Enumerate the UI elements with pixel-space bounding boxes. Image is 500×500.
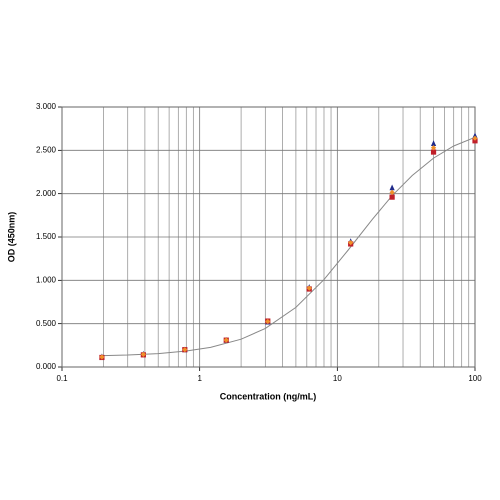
point bbox=[430, 145, 437, 151]
y-tick-label: 2.000 bbox=[36, 189, 57, 198]
y-tick-label: 0.000 bbox=[36, 362, 57, 371]
y-tick-label: 3.000 bbox=[36, 102, 57, 111]
y-tick-label: 2.500 bbox=[36, 145, 57, 154]
point bbox=[389, 184, 395, 191]
x-tick-label: 10 bbox=[333, 374, 342, 383]
point bbox=[182, 347, 188, 353]
point bbox=[430, 149, 437, 155]
point bbox=[348, 240, 354, 246]
point bbox=[223, 337, 229, 343]
x-tick-label: 100 bbox=[468, 374, 482, 383]
point bbox=[472, 132, 478, 139]
x-tick-label: 1 bbox=[197, 374, 202, 383]
point bbox=[265, 318, 271, 325]
plot-frame bbox=[61, 106, 476, 368]
point bbox=[99, 354, 105, 360]
fit-curve bbox=[103, 136, 476, 357]
y-axis-title: OD (450nm) bbox=[6, 212, 16, 263]
point bbox=[472, 135, 478, 141]
x-tick-label: 0.1 bbox=[56, 374, 68, 383]
point bbox=[306, 285, 312, 291]
point bbox=[430, 140, 437, 146]
y-tick-label: 1.000 bbox=[36, 275, 57, 284]
y-tick-label: 0.500 bbox=[36, 319, 57, 328]
point bbox=[140, 351, 146, 358]
x-axis-title: Concentration (ng/mL) bbox=[220, 391, 317, 401]
y-tick-label: 1.500 bbox=[36, 232, 57, 241]
point bbox=[389, 194, 395, 200]
point bbox=[389, 189, 395, 195]
